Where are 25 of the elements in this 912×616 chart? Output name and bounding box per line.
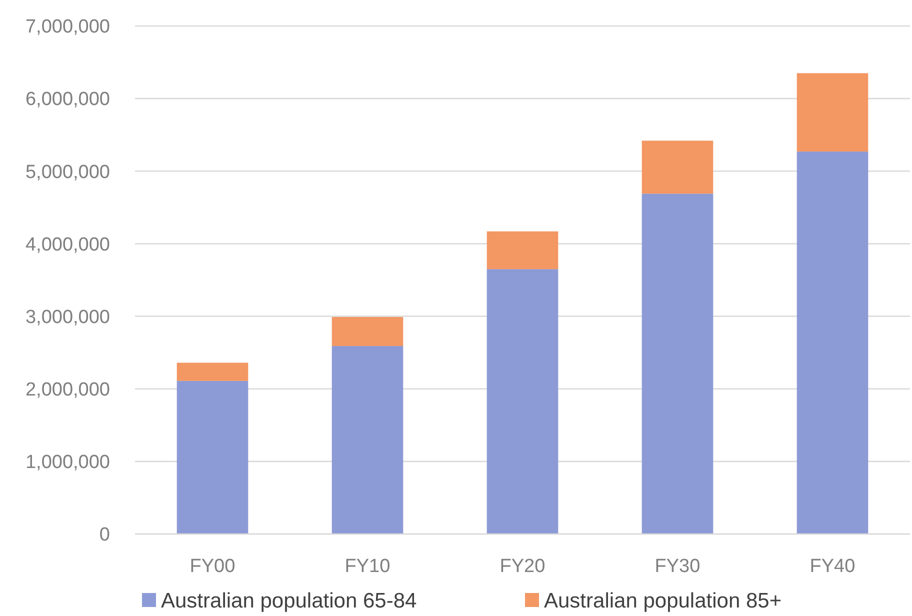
y-tick-label: 2,000,000 xyxy=(25,380,110,401)
bar xyxy=(486,231,558,270)
legend-label: Australian population 85+ xyxy=(544,589,782,612)
y-tick-label: 3,000,000 xyxy=(25,306,110,328)
y-tick-label: 4,000,000 xyxy=(25,234,110,256)
bar xyxy=(796,152,868,534)
bar xyxy=(642,194,714,534)
x-tick-label: FY20 xyxy=(500,556,546,577)
y-tick-label: 0 xyxy=(99,524,110,546)
bar xyxy=(176,380,248,534)
y-tick-label: 6,000,000 xyxy=(25,89,110,110)
y-tick-label: 5,000,000 xyxy=(25,162,110,183)
bar xyxy=(486,269,558,534)
x-tick-label: FY00 xyxy=(190,556,236,577)
legend-label: Australian population 65-84 xyxy=(161,589,417,612)
bar xyxy=(796,73,868,152)
bar xyxy=(332,346,404,534)
bar xyxy=(176,362,248,381)
bar xyxy=(642,140,714,194)
x-tick-label: FY30 xyxy=(654,556,700,577)
y-tick-label: 1,000,000 xyxy=(25,452,110,474)
y-tick-label: 7,000,000 xyxy=(25,16,110,38)
bar xyxy=(332,317,404,346)
x-tick-label: FY10 xyxy=(344,556,390,577)
x-tick-label: FY40 xyxy=(810,556,856,577)
